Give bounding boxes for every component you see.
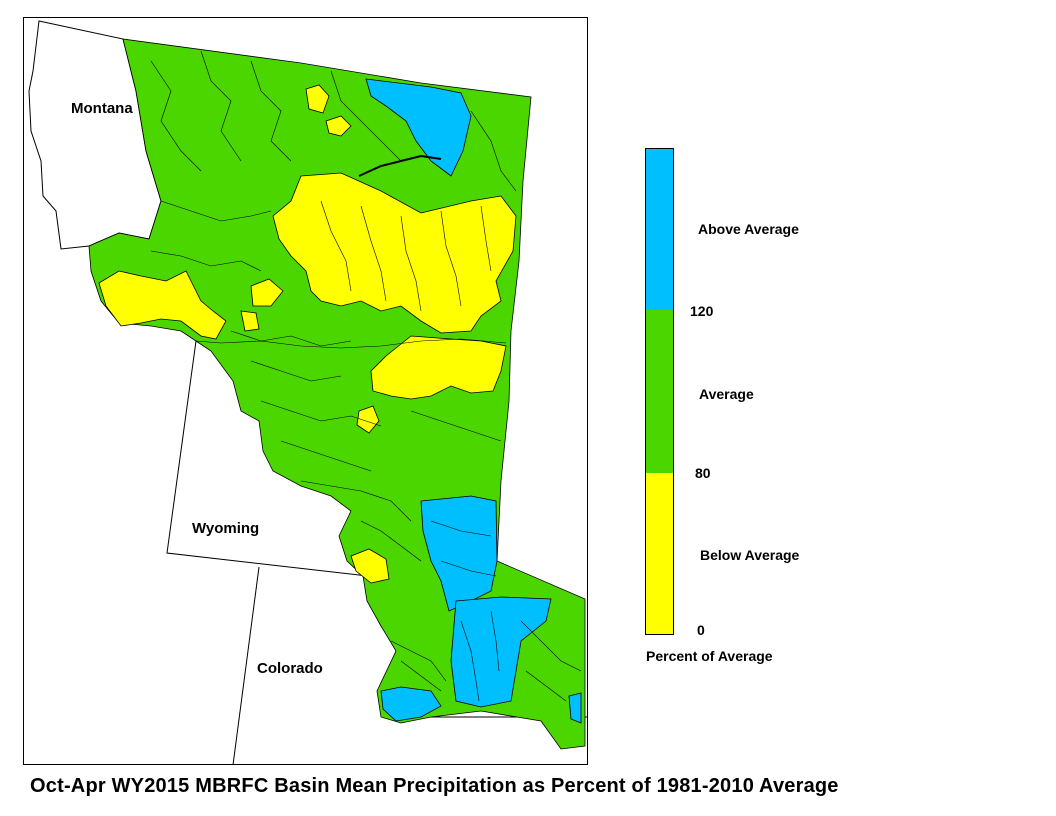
basin-blue-sw — [380, 686, 442, 722]
legend-swatch-average — [646, 310, 673, 473]
basin-yellow-sw — [240, 310, 260, 332]
basin-yellow-south — [350, 548, 390, 584]
reservoir-line — [358, 154, 442, 177]
basin-yellow-north — [305, 84, 330, 114]
map-caption: Oct-Apr WY2015 MBRFC Basin Mean Precipit… — [30, 775, 839, 797]
legend-label-average: Average — [699, 386, 754, 402]
legend-label-above: Above Average — [698, 221, 799, 237]
basin-divides — [150, 50, 582, 702]
basin-yellow-north2 — [325, 115, 352, 137]
basin-yellow-central — [272, 172, 517, 334]
basin-yellow-small — [356, 405, 380, 434]
basin-map — [28, 20, 587, 764]
montana-label: Montana — [71, 100, 133, 117]
legend-tick-80: 80 — [695, 465, 711, 481]
legend-tick-120: 120 — [690, 303, 714, 319]
map-frame: Montana Wyoming Colorado — [23, 17, 588, 765]
legend-swatch-above — [646, 149, 673, 310]
legend-swatch-below — [646, 473, 673, 634]
colorado-boundary — [232, 566, 260, 764]
legend-tick-0: 0 — [697, 622, 705, 638]
basin-yellow-mid — [250, 278, 284, 307]
basins — [88, 38, 586, 750]
legend-color-bar — [645, 148, 674, 635]
basin-yellow-east — [370, 335, 507, 400]
basin-blue-north — [365, 78, 472, 177]
legend-label-below: Below Average — [700, 547, 800, 563]
colorado-label: Colorado — [257, 660, 323, 677]
legend-title: Percent of Average — [646, 648, 773, 664]
wyoming-label: Wyoming — [192, 520, 260, 537]
basin-yellow-west — [98, 270, 227, 340]
basin-blue-edge — [568, 692, 582, 724]
